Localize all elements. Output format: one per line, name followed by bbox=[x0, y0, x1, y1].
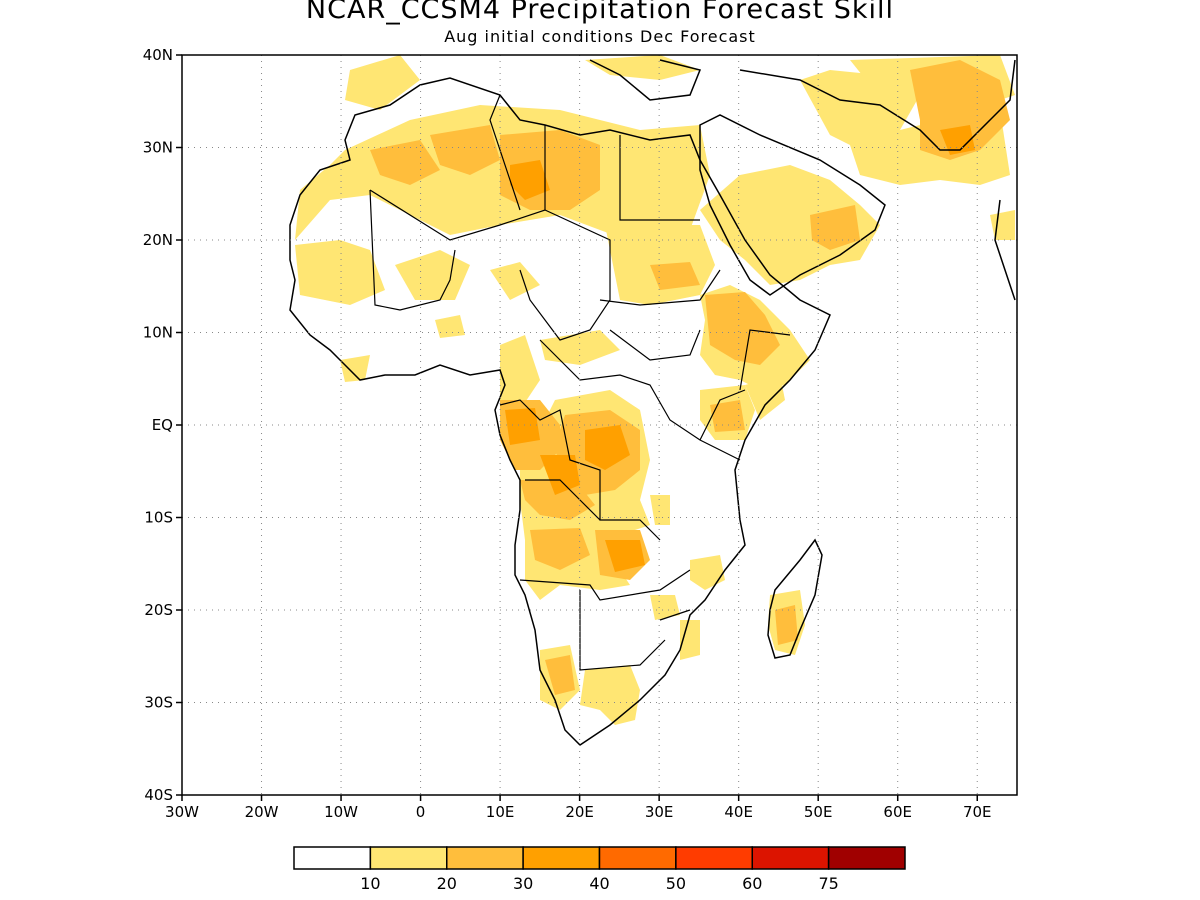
lat-tick-label: 20N bbox=[143, 231, 173, 249]
lon-tick-label: 40E bbox=[724, 803, 753, 821]
colorbar-label: 30 bbox=[513, 874, 533, 893]
colorbar-label: 75 bbox=[818, 874, 838, 893]
colorbar-swatch bbox=[446, 846, 524, 870]
lon-tick-label: 20E bbox=[565, 803, 594, 821]
colorbar-swatch bbox=[369, 846, 448, 870]
coastlines bbox=[289, 59, 1016, 746]
colorbar-swatch bbox=[751, 846, 830, 870]
colorbar-swatch bbox=[522, 846, 601, 870]
colorbar-label: 20 bbox=[437, 874, 457, 893]
lon-tick-label: 60E bbox=[883, 803, 912, 821]
colorbar-swatch bbox=[827, 846, 906, 870]
lat-tick-label: 30N bbox=[143, 139, 173, 157]
map-title: NCAR_CCSM4 Precipitation Forecast Skill bbox=[305, 0, 895, 25]
longitude-labels: 30W 20W 10W 0 10E 20E 30E 40E 50E 60E 70E bbox=[165, 795, 992, 821]
colorbar-label: 40 bbox=[589, 874, 609, 893]
lon-tick-label: 30E bbox=[645, 803, 674, 821]
lon-tick-label: 0 bbox=[416, 803, 426, 821]
lat-tick-label: 10N bbox=[143, 324, 173, 342]
colorbar-label: 10 bbox=[360, 874, 380, 893]
lon-tick-label: 10E bbox=[486, 803, 515, 821]
lat-tick-label: 40S bbox=[144, 786, 173, 804]
colorbar-swatch bbox=[675, 846, 753, 870]
lat-tick-label: 40N bbox=[143, 46, 173, 64]
lat-tick-label: 10S bbox=[144, 509, 173, 527]
colorbar-label: 60 bbox=[742, 874, 762, 893]
lat-tick-label: EQ bbox=[152, 416, 173, 434]
lat-tick-label: 30S bbox=[144, 694, 173, 712]
skill-shading bbox=[295, 55, 1015, 725]
lon-tick-label: 70E bbox=[963, 803, 992, 821]
lon-tick-label: 50E bbox=[804, 803, 833, 821]
latitude-labels: 40N 30N 20N 10N EQ 10S 20S 30S 40S bbox=[143, 46, 182, 804]
lon-tick-label: 20W bbox=[245, 803, 279, 821]
colorbar-swatch bbox=[598, 846, 677, 870]
country-borders bbox=[369, 94, 791, 671]
colorbar-swatch bbox=[293, 846, 372, 870]
colorbar-label: 50 bbox=[666, 874, 686, 893]
lon-tick-label: 10W bbox=[324, 803, 358, 821]
colorbar: 10 20 30 40 50 60 75 bbox=[293, 846, 906, 893]
lat-tick-label: 20S bbox=[144, 601, 173, 619]
lon-tick-label: 30W bbox=[165, 803, 199, 821]
map-subtitle: Aug initial conditions Dec Forecast bbox=[444, 27, 756, 46]
